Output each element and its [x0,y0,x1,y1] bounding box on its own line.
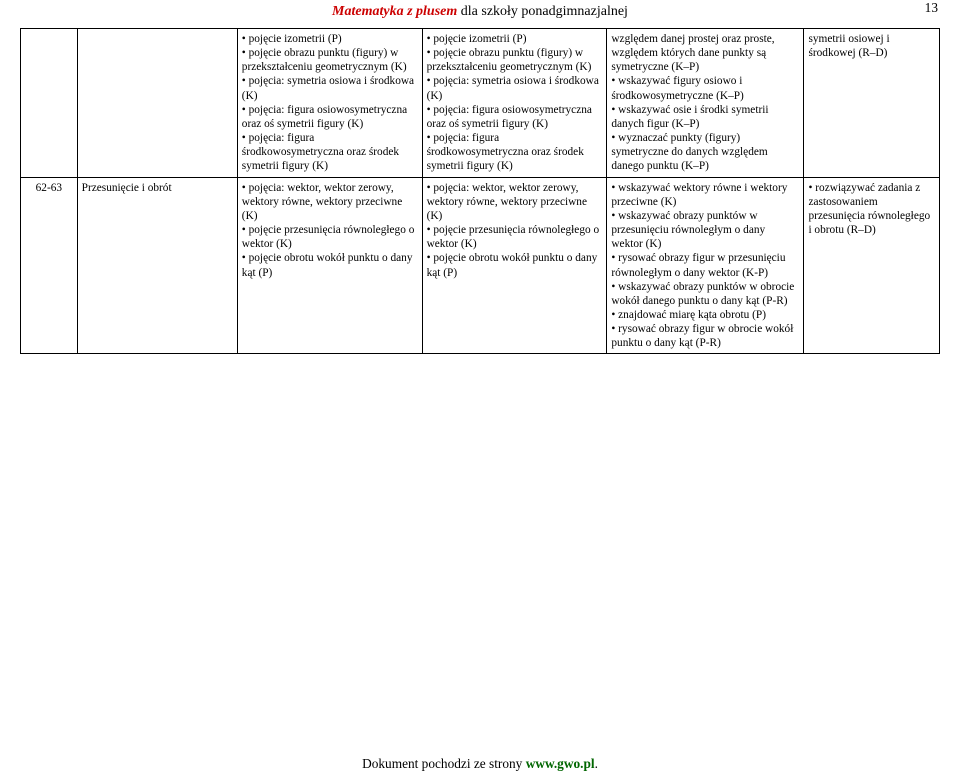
curriculum-table: • pojęcie izometrii (P)• pojęcie obrazu … [20,28,940,354]
row-number [21,29,78,178]
bullet-line: • wskazywać osie i środki symetrii danyc… [611,103,799,131]
cell-c2: • pojęcie izometrii (P)• pojęcie obrazu … [422,29,607,178]
bullet-line: • pojęcia: figura środkowosymetryczna or… [242,131,418,173]
cell-c3: względem danej prostej oraz proste, wzgl… [607,29,804,178]
bullet-line: • pojęcia: symetria osiowa i środkowa (K… [242,74,418,102]
bullet-line: symetrii osiowej i środkowej (R–D) [808,32,935,60]
bullet-line: • pojęcia: figura środkowosymetryczna or… [427,131,603,173]
bullet-line: • znajdować miarę kąta obrotu (P) [611,308,799,322]
cell-c2: • pojęcia: wektor, wektor zerowy, wektor… [422,177,607,354]
footer-lead: Dokument pochodzi ze strony [362,756,526,771]
bullet-line: • rysować obrazy figur w przesunięciu ró… [611,251,799,279]
table-row: 62-63 Przesunięcie i obrót • pojęcia: we… [21,177,940,354]
bullet-line: • pojęcie obrotu wokół punktu o dany kąt… [427,251,603,279]
row-topic: Przesunięcie i obrót [77,177,237,354]
bullet-line: • pojęcie izometrii (P) [427,32,603,46]
bullet-line: • pojęcie obrazu punktu (figury) w przek… [427,46,603,74]
brand-title: Matematyka z plusem [332,4,457,19]
bullet-line: • pojęcia: symetria osiowa i środkowa (K… [427,74,603,102]
cell-c4: • rozwiązywać zadania z zastosowaniem pr… [804,177,940,354]
cell-c4: symetrii osiowej i środkowej (R–D) [804,29,940,178]
page-number: 13 [925,0,938,16]
row-number: 62-63 [21,177,78,354]
cell-c1: • pojęcie izometrii (P)• pojęcie obrazu … [237,29,422,178]
cell-c1: • pojęcia: wektor, wektor zerowy, wektor… [237,177,422,354]
row-topic [77,29,237,178]
footer-url: www.gwo.pl [526,756,595,771]
bullet-line: względem danej prostej oraz proste, wzgl… [611,32,799,74]
bullet-line: • pojęcia: wektor, wektor zerowy, wektor… [242,181,418,223]
cell-c3: • wskazywać wektory równe i wektory prze… [607,177,804,354]
page-header: Matematyka z plusem dla szkoły ponadgimn… [20,0,940,20]
bullet-line: • wskazywać obrazy punktów w przesunięci… [611,209,799,251]
bullet-line: • wyznaczać punkty (figury) symetryczne … [611,131,799,173]
bullet-line: • pojęcie przesunięcia równoległego o we… [242,223,418,251]
table-row: • pojęcie izometrii (P)• pojęcie obrazu … [21,29,940,178]
bullet-line: • rysować obrazy figur w obrocie wokół p… [611,322,799,350]
page-footer: Dokument pochodzi ze strony www.gwo.pl. [0,756,960,772]
brand-tail: dla szkoły ponadgimnazjalnej [457,4,628,19]
bullet-line: • pojęcia: figura osiowosymetryczna oraz… [242,103,418,131]
bullet-line: • wskazywać obrazy punktów w obrocie wok… [611,280,799,308]
bullet-line: • pojęcia: figura osiowosymetryczna oraz… [427,103,603,131]
footer-tail: . [595,756,598,771]
bullet-line: • pojęcie przesunięcia równoległego o we… [427,223,603,251]
bullet-line: • pojęcie izometrii (P) [242,32,418,46]
bullet-line: • wskazywać figury osiowo i środkowosyme… [611,74,799,102]
bullet-line: • pojęcie obrazu punktu (figury) w przek… [242,46,418,74]
bullet-line: • pojęcia: wektor, wektor zerowy, wektor… [427,181,603,223]
bullet-line: • wskazywać wektory równe i wektory prze… [611,181,799,209]
bullet-line: • rozwiązywać zadania z zastosowaniem pr… [808,181,935,238]
bullet-line: • pojęcie obrotu wokół punktu o dany kąt… [242,251,418,279]
